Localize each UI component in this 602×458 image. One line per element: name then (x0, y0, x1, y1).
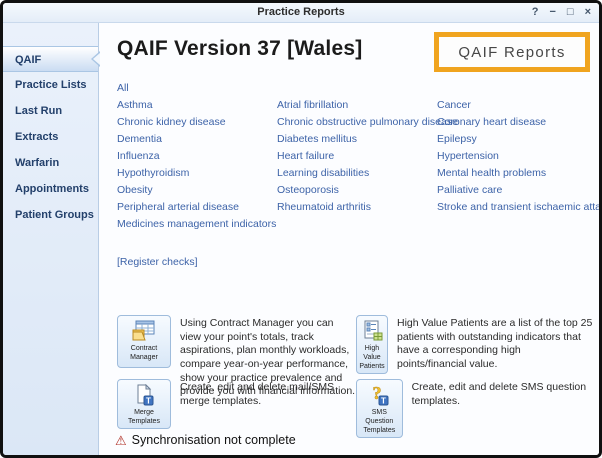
sms-question-templates-section: ? T SMS Question Templates Create, edit … (356, 379, 593, 439)
sidebar: QAIF Practice Lists Last Run Extracts Wa… (3, 23, 99, 455)
report-link[interactable]: Hypertension (437, 150, 499, 162)
report-link[interactable]: Learning disabilities (277, 167, 370, 179)
report-link[interactable]: Osteoporosis (277, 184, 339, 196)
report-link[interactable]: Stroke and transient ischaemic attacks (437, 201, 599, 213)
sync-warning-text: Synchronisation not complete (131, 433, 296, 447)
main-panel: QAIF Version 37 [Wales] QAIF Reports All… (99, 23, 599, 455)
report-link[interactable]: Coronary heart disease (437, 116, 547, 128)
report-link[interactable]: Mental health problems (437, 167, 547, 179)
title-bar: Practice Reports ? − □ × (3, 3, 599, 23)
sidebar-item-practice-lists[interactable]: Practice Lists (15, 79, 87, 91)
report-links-grid: All Asthma Atrial fibrillation Cancer Ch (117, 82, 599, 235)
svg-text:T: T (146, 397, 151, 406)
report-link-row: Asthma Atrial fibrillation Cancer (117, 99, 591, 116)
window-body: QAIF Practice Lists Last Run Extracts Wa… (3, 23, 599, 455)
report-link-row: Obesity Osteoporosis Palliative care (117, 184, 591, 201)
contract-manager-section: Contract Manager Using Contract Manager … (117, 315, 356, 397)
window-controls: ? − □ × (532, 5, 591, 20)
report-link[interactable]: Influenza (117, 150, 160, 162)
merge-templates-description: Create, edit and delete mail/SMS merge t… (180, 381, 335, 407)
report-link[interactable]: Diabetes mellitus (277, 133, 357, 145)
window-inner: Practice Reports ? − □ × QAIF Practice L… (3, 3, 599, 455)
sms-question-templates-icon: ? T (372, 384, 389, 406)
report-link[interactable]: Dementia (117, 133, 162, 145)
info-sections: Contract Manager Using Contract Manager … (117, 315, 593, 439)
svg-text:T: T (381, 397, 386, 406)
page-title: QAIF Version 37 [Wales] (117, 37, 363, 60)
svg-text:?: ? (373, 384, 382, 403)
report-link[interactable]: Atrial fibrillation (277, 99, 349, 111)
report-link[interactable]: Asthma (117, 99, 153, 111)
report-link-row: Medicines management indicators (117, 218, 591, 235)
report-link[interactable]: Hypothyroidism (117, 167, 190, 179)
high-value-patients-button[interactable]: High Value Patients (356, 315, 388, 375)
report-link-row: Chronic kidney disease Chronic obstructi… (117, 116, 591, 133)
merge-templates-section: T Merge Templates Create, edit and delet… (117, 379, 356, 438)
maximize-icon[interactable]: □ (566, 6, 574, 18)
sms-question-templates-description: Create, edit and delete SMS question tem… (411, 381, 587, 407)
report-link[interactable]: Cancer (437, 99, 471, 111)
report-link[interactable]: Obesity (117, 184, 153, 196)
help-icon[interactable]: ? (531, 6, 539, 18)
close-icon[interactable]: × (584, 6, 591, 18)
sidebar-item-last-run[interactable]: Last Run (15, 105, 63, 117)
sidebar-item-patient-groups[interactable]: Patient Groups (15, 209, 94, 221)
report-link[interactable]: Medicines management indicators (117, 218, 277, 230)
report-link[interactable]: Chronic kidney disease (117, 116, 226, 128)
report-link[interactable]: Chronic obstructive pulmonary disease (277, 116, 458, 128)
high-value-patients-section: High Value Patients High Value Patients … (356, 315, 593, 376)
sidebar-item-warfarin[interactable]: Warfarin (15, 157, 60, 169)
report-link[interactable]: Peripheral arterial disease (117, 201, 239, 213)
sms-question-templates-button[interactable]: ? T SMS Question Templates (356, 379, 403, 439)
sync-warning: ⚠ Synchronisation not complete (115, 433, 296, 447)
report-link-row: All (117, 82, 591, 99)
contract-manager-button-label: Contract Manager (130, 345, 158, 362)
minimize-icon[interactable]: − (549, 6, 556, 18)
report-link[interactable]: All (117, 82, 129, 94)
report-link[interactable]: Rheumatoid arthritis (277, 201, 371, 213)
register-checks-link[interactable]: [Register checks] (117, 256, 198, 268)
contract-manager-icon (132, 320, 155, 341)
report-link-row: Hypothyroidism Learning disabilities Men… (117, 167, 591, 184)
sidebar-item-appointments[interactable]: Appointments (15, 183, 89, 195)
merge-templates-button[interactable]: T Merge Templates (117, 379, 171, 430)
warning-triangle-icon: ⚠ (115, 432, 127, 448)
merge-templates-button-label: Merge Templates (128, 409, 160, 426)
sms-question-templates-button-label: SMS Question Templates (363, 409, 396, 435)
report-link[interactable]: Heart failure (277, 150, 335, 162)
contract-manager-button[interactable]: Contract Manager (117, 315, 171, 368)
report-link-row: Peripheral arterial disease Rheumatoid a… (117, 201, 599, 218)
report-link-row: Dementia Diabetes mellitus Epilepsy (117, 133, 591, 150)
merge-templates-icon: T (137, 384, 154, 406)
high-value-patients-button-label: High Value Patients (359, 345, 385, 371)
report-link[interactable]: Palliative care (437, 184, 503, 196)
qaif-reports-annotation: QAIF Reports (434, 32, 590, 72)
contract-manager-description: Using Contract Manager you can view your… (180, 317, 356, 398)
report-link-row: Influenza Heart failure Hypertension (117, 150, 591, 167)
high-value-patients-icon (364, 320, 383, 341)
sidebar-item-qaif[interactable]: QAIF (3, 46, 98, 72)
sidebar-item-extracts[interactable]: Extracts (15, 131, 59, 143)
selected-item-arrow-inner (93, 53, 100, 65)
window-title: Practice Reports (257, 6, 345, 18)
report-link[interactable]: Epilepsy (437, 133, 477, 145)
high-value-patients-description: High Value Patients are a list of the to… (397, 317, 593, 370)
